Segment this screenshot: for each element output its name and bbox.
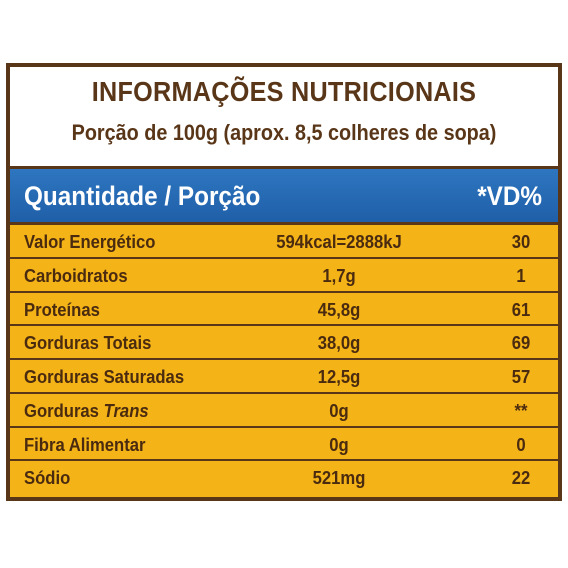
quantity-per-serving-heading: Quantidade / Porção xyxy=(24,181,261,211)
table-row: Valor Energético 594kcal=2888kJ 30 xyxy=(10,225,558,259)
table-row: Gorduras Trans 0g ** xyxy=(10,394,558,428)
nutrition-facts-panel: INFORMAÇÕES NUTRICIONAIS Porção de 100g … xyxy=(6,63,562,501)
nutrition-rows: Valor Energético 594kcal=2888kJ 30 Carbo… xyxy=(10,225,558,495)
table-row: Carboidratos 1,7g 1 xyxy=(10,259,558,293)
nutrient-daily-value: 69 xyxy=(511,332,531,354)
table-row: Gorduras Saturadas 12,5g 57 xyxy=(10,360,558,394)
nutrient-name: Gorduras Trans xyxy=(24,400,149,422)
table-row: Gorduras Totais 38,0g 69 xyxy=(10,326,558,360)
nutrient-amount: 0g xyxy=(329,433,349,455)
nutrient-daily-value: ** xyxy=(514,399,528,421)
nutrient-daily-value: 61 xyxy=(511,298,531,320)
nutrient-daily-value: 57 xyxy=(511,366,531,387)
nutrient-name: Sódio xyxy=(24,467,71,489)
nutrient-daily-value: 0 xyxy=(516,433,526,455)
nutrient-name: Gorduras Totais xyxy=(24,332,152,354)
nutrient-amount: 38,0g xyxy=(317,332,361,354)
nutrition-header: INFORMAÇÕES NUTRICIONAIS Porção de 100g … xyxy=(10,67,558,166)
nutrient-name: Proteínas xyxy=(24,298,100,320)
nutrient-daily-value: 22 xyxy=(511,467,531,489)
nutrient-name: Gorduras Saturadas xyxy=(24,366,185,387)
nutrition-title: INFORMAÇÕES NUTRICIONAIS xyxy=(91,76,477,107)
nutrient-name-prefix: Gorduras xyxy=(24,399,99,421)
table-header-bar: Quantidade / Porção *VD% xyxy=(10,166,558,225)
nutrient-amount: 594kcal=2888kJ xyxy=(276,231,402,252)
nutrient-daily-value: 1 xyxy=(516,264,526,286)
nutrient-amount: 0g xyxy=(329,399,349,421)
nutrient-amount: 1,7g xyxy=(322,264,356,286)
nutrient-amount: 521mg xyxy=(312,467,366,489)
nutrient-daily-value: 30 xyxy=(511,231,531,252)
nutrient-name-italic: Trans xyxy=(103,399,149,421)
nutrient-name: Valor Energético xyxy=(24,231,156,252)
serving-size: Porção de 100g (aprox. 8,5 colheres de s… xyxy=(71,120,497,145)
nutrient-amount: 12,5g xyxy=(317,366,361,387)
nutrient-amount: 45,8g xyxy=(317,298,361,320)
table-row: Sódio 521mg 22 xyxy=(10,461,558,495)
daily-value-heading: *VD% xyxy=(477,181,542,211)
nutrient-name: Fibra Alimentar xyxy=(24,433,146,455)
table-row: Fibra Alimentar 0g 0 xyxy=(10,428,558,462)
nutrient-name: Carboidratos xyxy=(24,264,128,286)
table-row: Proteínas 45,8g 61 xyxy=(10,293,558,327)
